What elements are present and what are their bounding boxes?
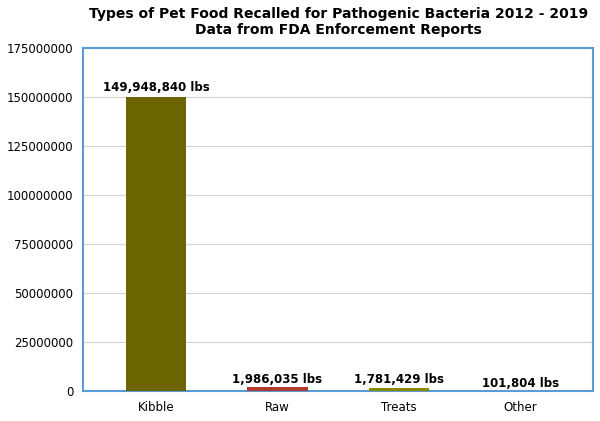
- Text: 1,781,429 lbs: 1,781,429 lbs: [354, 373, 444, 386]
- Bar: [126, 97, 187, 392]
- Bar: [368, 388, 429, 392]
- Bar: [247, 387, 308, 392]
- Text: 101,804 lbs: 101,804 lbs: [482, 376, 559, 389]
- Text: 1,986,035 lbs: 1,986,035 lbs: [232, 373, 323, 386]
- Title: Types of Pet Food Recalled for Pathogenic Bacteria 2012 - 2019
Data from FDA Enf: Types of Pet Food Recalled for Pathogeni…: [89, 7, 588, 37]
- Text: 149,948,840 lbs: 149,948,840 lbs: [103, 81, 209, 93]
